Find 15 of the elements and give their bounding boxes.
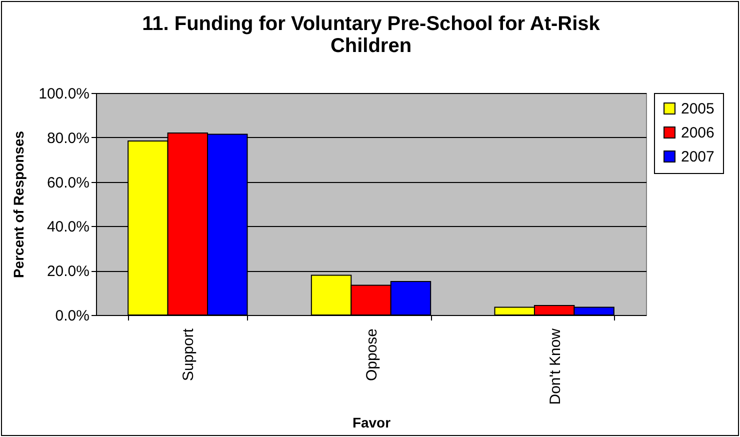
x-tick-label: Don't Know [546, 328, 564, 405]
x-tick-label: Oppose [364, 328, 380, 382]
y-tick-label: 40.0% [46, 218, 90, 236]
legend-label: 2006 [681, 124, 714, 142]
y-tick-label: 20.0% [46, 263, 90, 280]
y-tick-label: 80.0% [46, 130, 90, 147]
y-tick-label: 100.0% [38, 86, 90, 102]
x-tick-label: Support [180, 328, 198, 382]
legend-label: 2005 [681, 100, 714, 118]
legend-label: 2007 [681, 148, 714, 166]
y-tick-label: 0.0% [55, 308, 90, 324]
y-tick-label: 60.0% [46, 174, 90, 192]
chart-title: 11. Funding for Voluntary Pre-School for At-Risk Children [142, 13, 601, 57]
x-axis-title: Favor [352, 414, 392, 431]
y-axis-title: Percent of Responses [10, 130, 27, 278]
